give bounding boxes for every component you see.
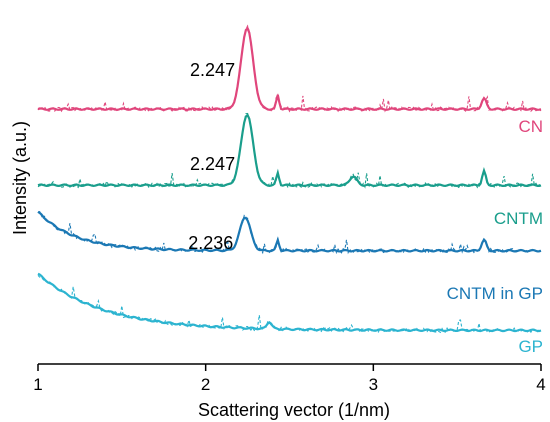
x-tick-label-3: 3 bbox=[369, 375, 378, 394]
peak-annotation-cn: 2.247 bbox=[190, 60, 235, 80]
series-cntm-line bbox=[37, 113, 542, 188]
series-gp-line bbox=[37, 272, 542, 333]
series-label-cntm-in-gp: CNTM in GP bbox=[447, 284, 543, 303]
series-label-cntm: CNTM bbox=[494, 209, 543, 228]
series-cn-raw-line bbox=[37, 24, 542, 113]
x-tick-label-2: 2 bbox=[201, 375, 210, 394]
y-axis-label: Intensity (a.u.) bbox=[10, 121, 30, 235]
series-label-gp: GP bbox=[518, 337, 543, 356]
peak-annotation-cntm: 2.247 bbox=[190, 154, 235, 174]
x-tick-label-1: 1 bbox=[33, 375, 42, 394]
x-ticks: 1 2 3 4 bbox=[33, 364, 546, 394]
series-cn-line bbox=[37, 26, 542, 111]
curves-group: CN 2.247 CNTM 2.247 CNTM in GP 2.236 GP bbox=[37, 24, 543, 356]
series-cntm-raw-line bbox=[37, 112, 542, 189]
series-cntm-in-gp-raw-line bbox=[37, 210, 542, 255]
series-gp-raw-line bbox=[37, 275, 542, 334]
x-axis-label: Scattering vector (1/nm) bbox=[198, 400, 390, 420]
peak-annotation-cntm-in-gp: 2.236 bbox=[188, 233, 233, 253]
series-cntm-in-gp-line bbox=[37, 210, 542, 253]
x-tick-label-4: 4 bbox=[536, 375, 545, 394]
series-label-cn: CN bbox=[518, 117, 543, 136]
